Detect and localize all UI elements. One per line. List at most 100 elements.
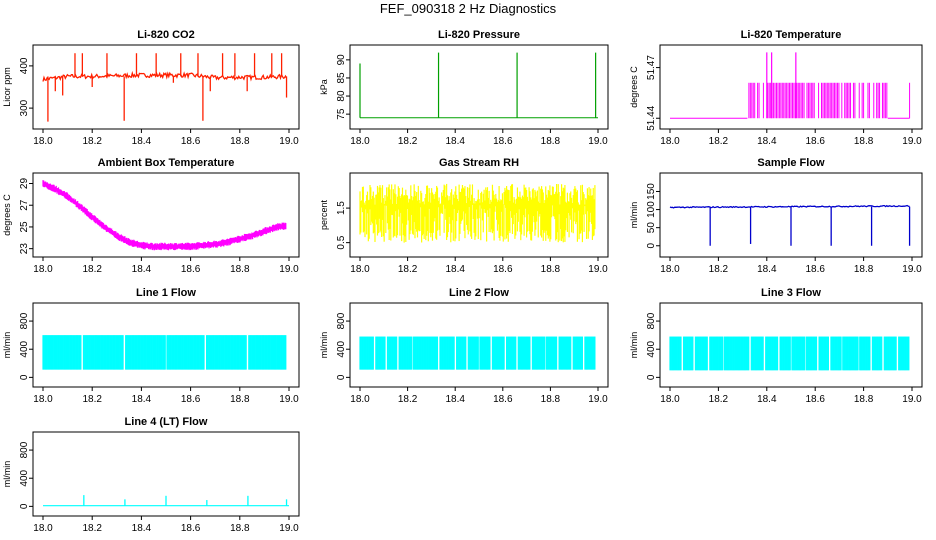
x-tick-label: 18.2 <box>82 264 102 275</box>
series-co2 <box>42 53 288 122</box>
x-axis: 18.0 18.2 18.4 18.6 18.8 19.0 <box>660 256 922 275</box>
y-tick-label: 800 <box>336 312 347 329</box>
x-tick-label: 18.6 <box>805 136 825 147</box>
y-axis: 75 80 85 90 <box>336 54 351 120</box>
y-tick-label: 0 <box>646 374 657 380</box>
x-tick-label: 18.0 <box>33 264 53 275</box>
chart-panel-sample-flow: Sample Flow 18.0 18.2 18.4 18.6 18.8 19.0 0 50 10… <box>629 157 923 275</box>
panel-title: Line 4 (LT) Flow <box>125 416 208 428</box>
x-tick-label: 19.0 <box>588 264 608 275</box>
y-tick-label: 80 <box>336 90 347 102</box>
y-tick-label: 400 <box>19 469 30 486</box>
x-tick-label: 18.2 <box>82 136 102 147</box>
y-axis-label: ml/min <box>2 461 12 488</box>
y-axis-label: degrees C <box>629 66 639 108</box>
series-rh <box>359 183 596 243</box>
x-axis: 18.0 18.2 18.4 18.6 18.8 19.0 <box>33 386 299 405</box>
x-tick-label: 18.4 <box>132 394 152 405</box>
y-tick-label: 800 <box>646 312 657 329</box>
y-tick-label: 51.44 <box>646 105 657 130</box>
y-tick-label: 27 <box>19 199 30 211</box>
x-tick-label: 18.6 <box>493 394 513 405</box>
x-tick-label: 18.8 <box>230 523 250 534</box>
y-tick-label: 100 <box>646 201 657 218</box>
y-axis: 0.5 1.5 <box>336 201 351 250</box>
x-tick-label: 18.4 <box>445 136 465 147</box>
x-tick-label: 18.0 <box>660 136 680 147</box>
x-tick-label: 19.0 <box>902 394 922 405</box>
x-tick-label: 18.6 <box>493 264 513 275</box>
plot-frame <box>349 44 609 130</box>
y-tick-label: 0 <box>646 243 657 249</box>
panel-title: Ambient Box Temperature <box>98 157 235 169</box>
panel-title: Sample Flow <box>757 157 825 169</box>
x-tick-label: 18.4 <box>445 394 465 405</box>
x-tick-label: 18.2 <box>82 394 102 405</box>
y-tick-label: 400 <box>19 57 30 74</box>
series-pressure <box>359 52 598 119</box>
x-tick-label: 18.4 <box>445 264 465 275</box>
series-line2 <box>359 336 596 370</box>
chart-panel-line3: Line 3 Flow 18.0 18.2 18.4 18.6 18.8 19.0 0 400 8… <box>629 287 923 405</box>
series-line <box>669 204 910 209</box>
x-tick-label: 18.8 <box>541 136 561 147</box>
panel-title: Li-820 Pressure <box>438 29 520 41</box>
x-tick-label: 18.4 <box>757 264 777 275</box>
chart-panel-rh: Gas Stream RH 18.0 18.2 18.4 18.6 18.8 19.0 0.5… <box>319 157 609 275</box>
chart-panel-ambient-temp: Ambient Box Temperature 18.0 18.2 18.4 18.6 1… <box>2 157 300 275</box>
chart-panel-co2: Li-820 CO2 18.0 18.2 18.4 18.6 18.8 19.0 300 400… <box>2 29 300 147</box>
x-tick-label: 18.8 <box>230 264 250 275</box>
y-axis: 0 400 800 <box>336 312 351 380</box>
panel-title: Li-820 Temperature <box>741 29 842 41</box>
x-tick-label: 18.2 <box>398 394 418 405</box>
x-axis: 18.0 18.2 18.4 18.6 18.8 19.0 <box>350 256 608 275</box>
y-axis-label: degrees C <box>2 194 12 236</box>
x-tick-label: 18.6 <box>181 394 201 405</box>
series-line3 <box>669 336 910 371</box>
x-tick-label: 18.2 <box>82 523 102 534</box>
y-tick-label: 51.47 <box>646 55 657 80</box>
panel-title: Gas Stream RH <box>439 157 519 169</box>
x-tick-label: 18.0 <box>350 264 370 275</box>
series-sample-flow <box>669 204 911 246</box>
x-tick-label: 19.0 <box>588 136 608 147</box>
x-tick-label: 18.0 <box>33 136 53 147</box>
y-axis: 0 400 800 <box>646 312 661 380</box>
y-tick-label: 400 <box>19 340 30 357</box>
y-axis: 300 400 <box>19 57 34 116</box>
x-tick-label: 19.0 <box>588 394 608 405</box>
x-tick-label: 19.0 <box>279 136 299 147</box>
figure-title: FEF_090318 2 Hz Diagnostics <box>379 1 557 16</box>
y-tick-label: 29 <box>19 178 30 190</box>
x-tick-label: 18.6 <box>181 264 201 275</box>
x-tick-label: 18.4 <box>132 136 152 147</box>
x-tick-label: 18.4 <box>132 264 152 275</box>
x-tick-label: 18.6 <box>805 264 825 275</box>
chart-panel-line1: Line 1 Flow 18.0 18.2 18.4 18.6 18.8 19.0 0 400 8… <box>2 287 300 405</box>
x-axis: 18.0 18.2 18.4 18.6 18.8 19.0 <box>33 256 299 275</box>
y-axis-label: Licor ppm <box>2 67 12 107</box>
x-tick-label: 18.8 <box>854 394 874 405</box>
x-tick-label: 18.2 <box>709 136 729 147</box>
x-tick-label: 18.8 <box>230 394 250 405</box>
series-line1 <box>42 335 287 370</box>
y-tick-label: 400 <box>336 340 347 357</box>
y-tick-label: 400 <box>646 340 657 357</box>
y-axis: 23 25 27 29 <box>19 178 34 254</box>
y-axis-label: percent <box>319 199 329 230</box>
x-axis: 18.0 18.2 18.4 18.6 18.8 19.0 <box>33 128 299 147</box>
y-axis: 0 400 800 <box>19 312 34 380</box>
x-tick-label: 18.8 <box>230 136 250 147</box>
y-axis-label: ml/min <box>629 332 639 359</box>
x-tick-label: 18.8 <box>854 264 874 275</box>
x-tick-label: 18.0 <box>350 394 370 405</box>
x-tick-label: 18.2 <box>398 264 418 275</box>
y-tick-label: 150 <box>646 183 657 200</box>
y-axis-label: ml/min <box>629 202 639 229</box>
y-tick-label: 1.5 <box>336 201 347 215</box>
x-tick-label: 18.0 <box>350 136 370 147</box>
chart-panel-line2: Line 2 Flow 18.0 18.2 18.4 18.6 18.8 19.0 0 400 8… <box>319 287 609 405</box>
x-tick-label: 18.0 <box>33 394 53 405</box>
x-tick-label: 18.2 <box>709 394 729 405</box>
x-tick-label: 18.0 <box>660 394 680 405</box>
